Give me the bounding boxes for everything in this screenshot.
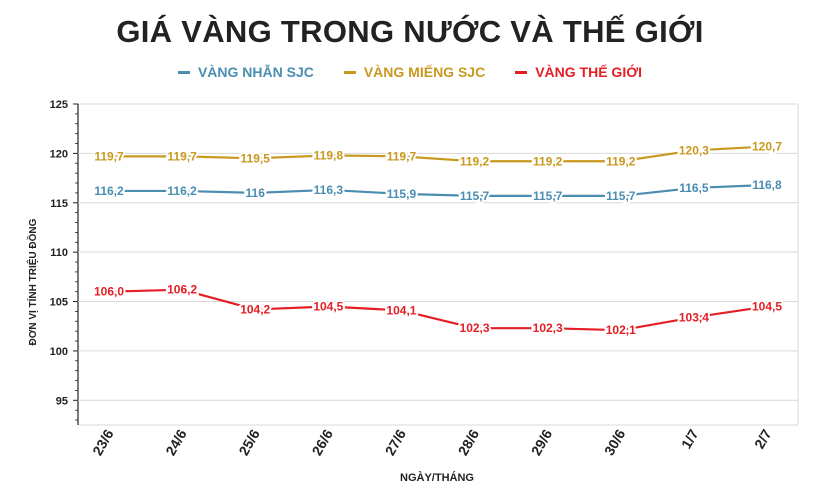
data-label: 104,5 xyxy=(313,299,343,313)
data-label: 119,2 xyxy=(460,154,490,168)
y-tick-label: 115 xyxy=(50,198,68,210)
data-point xyxy=(691,148,697,153)
x-axis-ticks: 23/6 24/6 25/6 26/6 27/6 28/6 29/6 30/6 1/7 2/7 xyxy=(89,426,775,458)
data-point xyxy=(179,188,185,194)
data-point xyxy=(326,187,331,193)
x-tick-label: 27/6 xyxy=(382,426,410,458)
data-point xyxy=(253,156,258,161)
data-label: 103,4 xyxy=(679,310,709,324)
data-label: 116 xyxy=(246,186,266,200)
data-label: 119,7 xyxy=(167,149,197,163)
x-tick-label: 30/6 xyxy=(601,426,629,458)
y-tick-label: 120 xyxy=(50,148,68,160)
y-axis-ticks: 95 100 105 110 115 120 125 xyxy=(50,99,78,421)
legend-swatch-nhan-sjc xyxy=(177,70,190,74)
data-label: 119,7 xyxy=(94,149,124,163)
data-point xyxy=(764,182,770,188)
data-label: 115,7 xyxy=(460,189,490,203)
data-labels: 116,2 116,2 116 116,3 115,9 115,7 115,7 115,7 11… xyxy=(92,137,784,339)
data-point xyxy=(545,193,550,199)
data-label: 104,5 xyxy=(752,299,782,313)
series-line xyxy=(109,183,768,197)
data-point xyxy=(691,185,697,191)
data-point xyxy=(618,159,623,164)
data-point xyxy=(472,193,477,199)
data-point xyxy=(618,327,623,333)
data-label: 119,2 xyxy=(533,154,563,168)
data-point xyxy=(399,308,404,313)
x-tick-label: 2/7 xyxy=(751,426,775,451)
data-label: 116,2 xyxy=(167,184,197,198)
data-label: 120,3 xyxy=(679,143,709,157)
data-point xyxy=(764,304,770,309)
data-label: 119,8 xyxy=(314,148,344,162)
x-tick-label: 29/6 xyxy=(528,426,556,458)
data-point xyxy=(472,326,477,331)
x-tick-label: 24/6 xyxy=(162,426,190,458)
y-axis-title: ĐƠN VỊ TÍNH TRIỆU ĐỒNG xyxy=(26,218,39,345)
data-label: 119,5 xyxy=(241,151,271,165)
data-point xyxy=(326,304,331,309)
series-line xyxy=(108,288,768,332)
data-label: 116,8 xyxy=(752,178,782,192)
data-point xyxy=(545,326,550,331)
x-tick-label: 23/6 xyxy=(89,426,117,458)
legend-item-mieng-sjc: VÀNG MIẾNG SJC xyxy=(343,64,486,80)
data-label: 115,9 xyxy=(387,187,417,201)
data-point xyxy=(106,188,112,194)
data-label: 106,2 xyxy=(167,283,197,297)
data-point xyxy=(399,154,404,159)
data-label: 116,3 xyxy=(314,183,344,197)
data-label: 106,0 xyxy=(94,285,124,299)
chart-title: GIÁ VÀNG TRONG NƯỚC VÀ THẾ GIỚI xyxy=(116,14,704,49)
data-point xyxy=(106,289,112,294)
data-label: 102,3 xyxy=(460,321,490,335)
grid-lines xyxy=(77,103,799,426)
y-tick-label: 100 xyxy=(50,346,68,358)
data-label: 116,5 xyxy=(679,181,709,195)
legend-swatch-mieng-sjc xyxy=(343,70,356,74)
data-label: 102,3 xyxy=(533,321,563,335)
data-label: 119,2 xyxy=(606,154,636,168)
data-label: 120,7 xyxy=(752,139,782,153)
data-point xyxy=(326,153,331,158)
data-point xyxy=(399,191,404,197)
series-lines xyxy=(106,144,770,333)
x-tick-label: 25/6 xyxy=(235,426,263,458)
data-point xyxy=(691,315,697,320)
x-tick-label: 28/6 xyxy=(455,426,483,458)
legend-label-the-gioi: VÀNG THẾ GIỚI xyxy=(535,64,643,80)
data-point xyxy=(618,193,623,199)
data-point xyxy=(253,307,258,312)
data-label: 115,7 xyxy=(533,189,563,203)
series-line xyxy=(109,145,768,163)
data-label: 104,1 xyxy=(386,303,416,317)
legend-label-nhan-sjc: VÀNG NHẪN SJC xyxy=(197,64,314,80)
y-tick-label: 105 xyxy=(50,297,68,309)
legend-swatch-the-gioi xyxy=(515,70,528,74)
x-tick-label: 26/6 xyxy=(308,426,336,458)
data-point xyxy=(253,190,258,196)
legend-item-nhan-sjc: VÀNG NHẪN SJC xyxy=(177,64,314,80)
x-axis-title: NGÀY/THÁNG xyxy=(400,471,474,484)
data-label: 115,7 xyxy=(606,189,636,203)
data-point xyxy=(764,144,770,149)
legend-item-the-gioi: VÀNG THẾ GIỚI xyxy=(515,64,642,80)
data-label: 116,2 xyxy=(94,184,124,198)
data-point xyxy=(472,159,477,164)
data-label: 119,7 xyxy=(387,149,417,163)
data-label: 102,1 xyxy=(606,323,636,337)
x-tick-label: 1/7 xyxy=(678,426,702,451)
data-point xyxy=(179,154,185,159)
y-tick-label: 95 xyxy=(56,395,68,407)
chart-legend: VÀNG NHẪN SJC VÀNG MIẾNG SJC VÀNG THẾ GI… xyxy=(0,64,820,80)
data-label: 104,2 xyxy=(240,302,270,316)
data-point xyxy=(106,154,112,159)
data-point xyxy=(179,287,185,292)
legend-label-mieng-sjc: VÀNG MIẾNG SJC xyxy=(363,64,486,80)
data-point xyxy=(545,159,550,164)
y-tick-label: 110 xyxy=(50,247,68,259)
y-tick-label: 125 xyxy=(50,99,68,111)
